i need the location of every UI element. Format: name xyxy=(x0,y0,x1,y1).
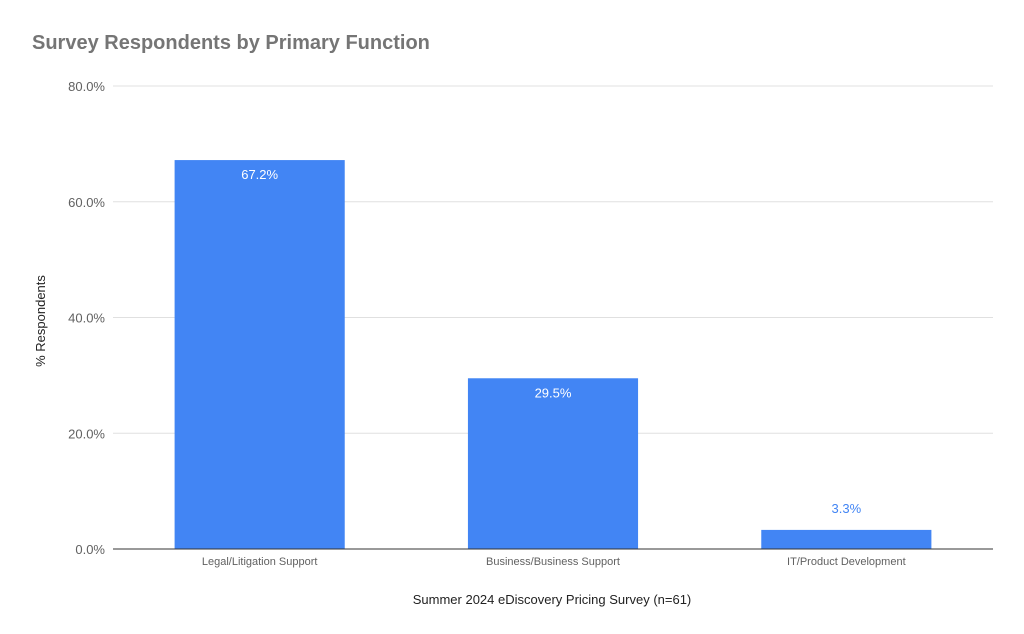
data-label: 29.5% xyxy=(535,385,572,400)
bar xyxy=(467,378,639,549)
y-tick-label: 40.0% xyxy=(68,311,105,326)
x-tick-label: Business/Business Support xyxy=(486,556,620,568)
y-tick-label: 80.0% xyxy=(68,79,105,94)
y-axis-ticks: 0.0% 20.0% 40.0% 60.0% 80.0% xyxy=(68,79,105,557)
y-axis-label: % Respondents xyxy=(33,275,48,367)
bar xyxy=(761,529,932,549)
data-label: 3.3% xyxy=(832,501,862,516)
x-axis-categories: Legal/Litigation Support Business/Busines… xyxy=(202,556,906,568)
bar xyxy=(174,160,345,549)
data-labels: 67.2% 29.5% 3.3% xyxy=(241,167,861,516)
y-tick-label: 20.0% xyxy=(68,426,105,441)
x-tick-label: IT/Product Development xyxy=(787,556,906,568)
x-tick-label: Legal/Litigation Support xyxy=(202,556,318,568)
bars xyxy=(174,160,932,549)
y-tick-label: 0.0% xyxy=(75,542,105,557)
chart-title: Survey Respondents by Primary Function xyxy=(32,32,430,54)
y-tick-label: 60.0% xyxy=(68,195,105,210)
x-axis-label: Summer 2024 eDiscovery Pricing Survey (n… xyxy=(413,592,692,607)
data-label: 67.2% xyxy=(241,167,278,182)
